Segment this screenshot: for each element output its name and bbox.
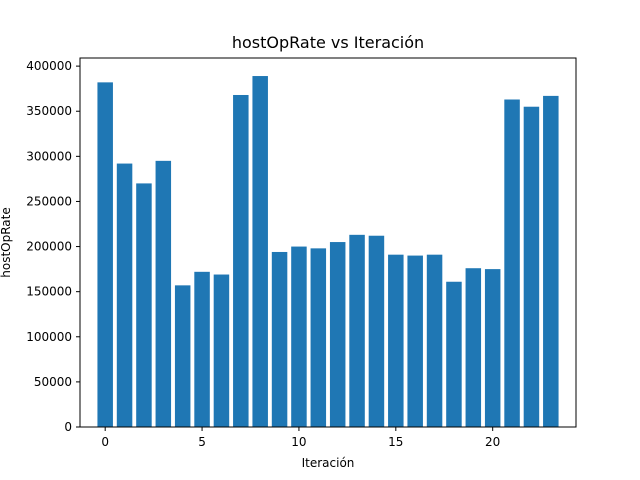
bar-15 [388, 254, 404, 427]
bar-4 [174, 285, 191, 427]
bar-12 [329, 242, 346, 427]
y-tick-label: 250000 [26, 194, 72, 208]
bar-23 [543, 95, 559, 427]
y-tick-label: 150000 [26, 285, 72, 299]
y-tick-label: 50000 [34, 375, 72, 389]
y-tick-label: 200000 [26, 240, 72, 254]
bar-21 [504, 99, 520, 427]
y-tick-label: 350000 [26, 104, 72, 118]
x-tick-label: 10 [291, 435, 306, 449]
y-tick-label: 300000 [26, 149, 72, 163]
plot-frame [79, 57, 577, 428]
bars-group [97, 76, 559, 428]
y-axis-ticks: 0 50000 100000 150000 200000 250000 300000 3500… [26, 59, 80, 434]
bar-14 [368, 235, 385, 427]
bar-5 [194, 271, 210, 427]
x-tick-label: 0 [101, 435, 109, 449]
bar-9 [271, 251, 288, 427]
bar-13 [349, 234, 365, 427]
bar-10 [291, 246, 307, 427]
x-tick-label: 20 [485, 435, 500, 449]
bar-22 [523, 106, 540, 427]
x-tick-label: 15 [388, 435, 403, 449]
bar-8 [252, 76, 268, 427]
bar-20 [484, 269, 501, 427]
y-tick-label: 400000 [26, 59, 72, 73]
y-tick-label: 100000 [26, 330, 72, 344]
bar-1 [116, 163, 133, 427]
bar-3 [155, 160, 172, 427]
bar-6 [213, 274, 230, 427]
bar-16 [407, 255, 423, 427]
bar-7 [233, 94, 249, 428]
bar-19 [465, 268, 482, 427]
x-axis-label: Iteración [302, 456, 355, 470]
y-axis-label: hostOpRate [0, 207, 13, 277]
y-tick-label: 0 [64, 420, 72, 434]
bar-2 [136, 183, 152, 427]
chart-title: hostOpRate vs Iteración [232, 33, 424, 52]
bar-11 [310, 248, 327, 427]
bar-0 [97, 82, 113, 428]
x-tick-label: 5 [198, 435, 206, 449]
bar-17 [426, 254, 443, 427]
bar-18 [446, 281, 462, 427]
x-axis-ticks: 0 5 10 15 20 [101, 427, 500, 449]
